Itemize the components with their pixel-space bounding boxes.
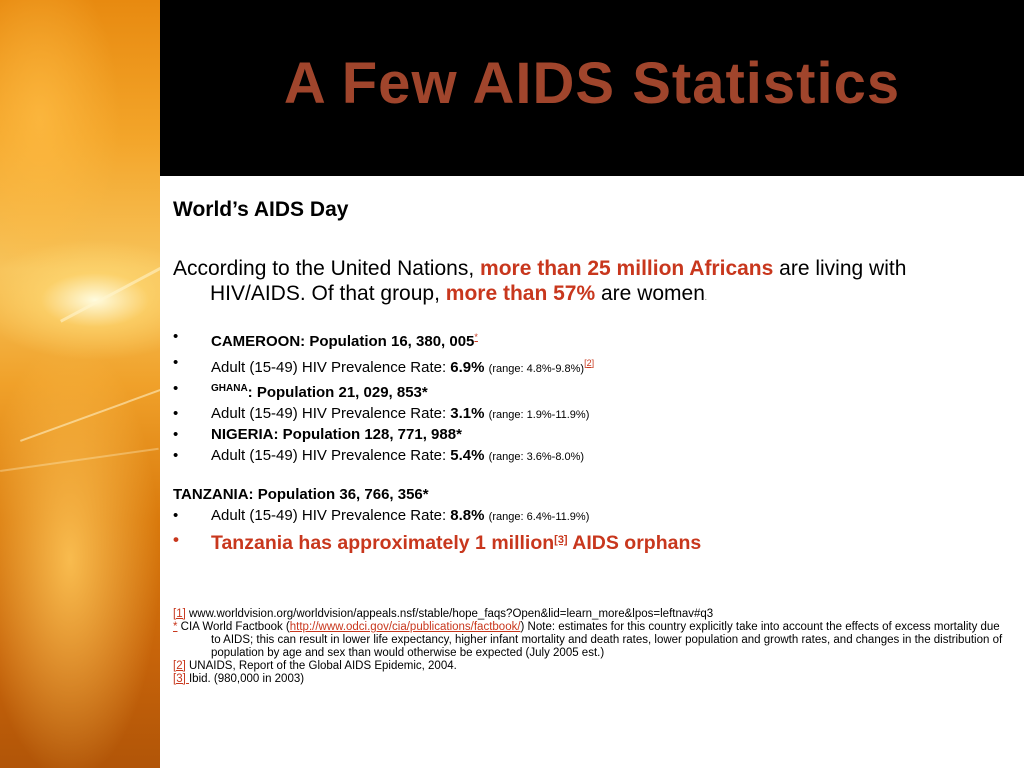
bullet-icon: • [173, 380, 179, 397]
rate-label: Adult (15-49) HIV Prevalence Rate: [211, 446, 451, 464]
country-population: : Population 21, 029, 853* [247, 384, 428, 401]
intro-text: are women [595, 282, 705, 305]
rate-label: Adult (15-49) HIV Prevalence Rate: [211, 506, 451, 524]
bullet-icon: • [173, 530, 179, 549]
footnote-link[interactable]: [1] [173, 608, 186, 620]
footnote-link[interactable]: * [173, 621, 178, 633]
list-item: • Tanzania has approximately 1 million[3… [173, 527, 1003, 558]
list-item: • Adult (15-49) HIV Prevalence Rate: 8.8… [173, 506, 1003, 528]
rate-range: (range: 6.4%-11.9%) [488, 510, 590, 523]
list-item: • CAMEROON: Population 16, 380, 005* [173, 327, 1003, 353]
intro-trail: . [704, 295, 707, 302]
bullet-icon: • [173, 353, 179, 371]
footnote: * CIA World Factbook (http://www.odci.go… [173, 621, 1003, 660]
light-streak [0, 447, 159, 472]
footnote-text: Ibid. (980,000 in 2003) [188, 673, 305, 685]
country-population: CAMEROON: Population 16, 380, 005 [211, 333, 475, 350]
footnote-link[interactable]: [2] [173, 660, 186, 672]
footnote-link[interactable]: * [474, 332, 478, 342]
footnote-link[interactable]: [3] [554, 534, 568, 546]
rate-range: (range: 1.9%-11.9%) [488, 408, 590, 421]
title-band: A Few AIDS Statistics [160, 0, 1024, 176]
orphans-statement: AIDS orphans [567, 532, 702, 554]
intro-highlight: more than 57% [445, 282, 596, 305]
tanzania-facts-list: • Adult (15-49) HIV Prevalence Rate: 8.8… [173, 506, 1003, 559]
footnotes: [1] www.worldvision.org/worldvision/appe… [173, 608, 1003, 686]
country-facts-list: • CAMEROON: Population 16, 380, 005* • A… [173, 327, 1003, 467]
footnote-text: UNAIDS, Report of the Global AIDS Epidem… [185, 660, 457, 672]
slide-subtitle: World’s AIDS Day [173, 198, 349, 221]
list-item: • Adult (15-49) HIV Prevalence Rate: 3.1… [173, 404, 1003, 426]
rate-label: Adult (15-49) HIV Prevalence Rate: [211, 358, 451, 376]
footnote: [1] www.worldvision.org/worldvision/appe… [173, 608, 1003, 621]
list-item: • GHANA: Population 21, 029, 853* [173, 379, 1003, 404]
rate-value: 8.8% [450, 506, 485, 524]
footnote: [2] UNAIDS, Report of the Global AIDS Ep… [173, 660, 1003, 673]
bullet-icon: • [173, 506, 179, 524]
footnote-link[interactable]: [2] [584, 357, 595, 368]
country-population: TANZANIA: Population 36, 766, 356* [173, 486, 429, 503]
intro-highlight: more than 25 million Africans [480, 257, 774, 280]
country-population: NIGERIA: Population 128, 771, 988* [211, 426, 462, 443]
rate-value: 3.1% [450, 404, 485, 422]
bullet-icon: • [173, 446, 179, 464]
decorative-side-photo [0, 0, 160, 768]
intro-paragraph: According to the United Nations, more th… [173, 256, 1003, 311]
list-item: • Adult (15-49) HIV Prevalence Rate: 6.9… [173, 353, 1003, 380]
intro-text: are living with HIV/AIDS. Of that group, [210, 257, 907, 305]
footnote-text: CIA World Factbook ( [177, 621, 290, 633]
orphans-statement: Tanzania has approximately 1 million [211, 532, 555, 554]
list-item: • Adult (15-49) HIV Prevalence Rate: 5.4… [173, 446, 1003, 468]
country-label: GHANA [211, 383, 248, 394]
bullet-icon: • [173, 328, 179, 345]
slide-title: A Few AIDS Statistics [283, 51, 901, 116]
factbook-link[interactable]: http://www.odci.gov/cia/publications/fac… [289, 621, 521, 633]
footnote-link[interactable]: [3] [173, 673, 189, 685]
rate-value: 6.9% [450, 358, 485, 376]
list-item: • NIGERIA: Population 128, 771, 988* [173, 425, 1003, 446]
bullet-icon: • [173, 426, 179, 443]
rate-value: 5.4% [450, 446, 485, 464]
footnote-text: ) Note: estimates for this country expli… [211, 621, 1003, 659]
rate-range: (range: 3.6%-8.0%) [488, 450, 585, 463]
light-streak [20, 388, 160, 442]
footnote-text: www.worldvision.org/worldvision/appeals.… [185, 608, 714, 620]
rate-range: (range: 4.8%-9.8%) [488, 362, 585, 375]
slide-body: World’s AIDS Day According to the United… [173, 198, 1003, 558]
bullet-icon: • [173, 404, 179, 422]
rate-label: Adult (15-49) HIV Prevalence Rate: [211, 404, 451, 422]
light-streak [60, 254, 160, 323]
footnote: [3] Ibid. (980,000 in 2003) [173, 673, 1003, 686]
intro-text: According to the United Nations, [173, 257, 481, 280]
